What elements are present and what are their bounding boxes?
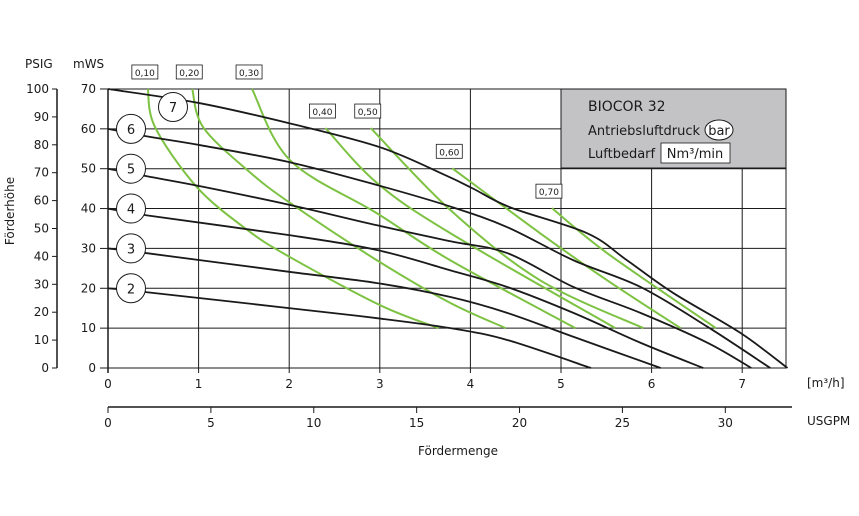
y-unit-label: mWS	[73, 57, 104, 71]
legend-air-unit: Nm³/min	[667, 147, 724, 162]
pressure-label: 2	[127, 282, 135, 297]
air-consumption-curve-0-30	[251, 88, 576, 330]
y-tick-label: 30	[81, 241, 96, 255]
legend-title: BIOCOR 32	[588, 99, 666, 115]
y2-tick-label: 0	[41, 361, 49, 375]
x2-tick-label: 25	[615, 416, 630, 430]
pressure-curve-7-bar	[107, 88, 789, 369]
y2-tick-label: 70	[34, 166, 49, 180]
pressure-label: 4	[127, 203, 135, 218]
x-tick-label: 5	[557, 377, 565, 391]
x-axis-title: Fördermenge	[418, 444, 498, 458]
air-consumption-curve-0-20	[191, 88, 507, 330]
air-label: 0,60	[439, 148, 459, 158]
y-tick-label: 70	[81, 82, 96, 96]
x2-tick-label: 0	[104, 416, 112, 430]
y2-tick-label: 10	[34, 333, 49, 347]
x-tick-label: 6	[648, 377, 656, 391]
x2-unit-label: USGPM	[807, 414, 850, 428]
curves	[107, 88, 789, 369]
y2-tick-label: 50	[34, 222, 49, 236]
air-label-box	[435, 143, 463, 159]
y2-unit-label: PSIG	[25, 57, 53, 71]
x-tick-label: 3	[376, 377, 384, 391]
x-tick-label: 2	[285, 377, 293, 391]
air-label-box	[535, 183, 563, 199]
legend-pressure-oval	[704, 119, 734, 141]
x-tick-label: 7	[738, 377, 746, 391]
y2-tick-label: 90	[34, 110, 49, 124]
x-tick-label: 0	[104, 377, 112, 391]
pressure-label-circle	[116, 233, 146, 264]
legend-air-label: Luftbedarf	[588, 147, 656, 162]
pressure-curve-6-bar	[107, 127, 771, 369]
y-tick-label: 50	[81, 162, 96, 176]
x2-tick-label: 10	[306, 416, 321, 430]
y2-tick-label: 60	[34, 194, 49, 208]
air-label: 0,70	[539, 188, 559, 198]
pressure-label: 7	[169, 101, 177, 116]
pressure-label-circle	[158, 92, 188, 122]
y2-tick-label: 20	[34, 305, 49, 319]
legend-air-box	[660, 142, 731, 164]
y2-tick-label: 30	[34, 277, 49, 291]
pressure-curve-2-bar	[107, 287, 592, 369]
x-unit-label: [m³/h]	[807, 376, 845, 390]
y-tick-label: 40	[81, 202, 96, 216]
pressure-label: 3	[127, 242, 135, 257]
air-label-box	[309, 103, 336, 119]
pressure-label-circle	[116, 153, 146, 184]
pressure-label: 6	[127, 123, 135, 138]
y2-tick-label: 40	[34, 249, 49, 263]
y-tick-label: 20	[81, 281, 96, 295]
air-label-box	[175, 64, 203, 80]
air-label-box	[354, 103, 382, 119]
pressure-curve-3-bar	[107, 247, 661, 369]
pressure-label: 5	[127, 163, 135, 178]
air-consumption-curve-0-50	[370, 127, 644, 330]
pressure-curve-4-bar	[107, 207, 704, 369]
x2-tick-label: 20	[512, 416, 527, 430]
air-label: 0,40	[312, 108, 332, 118]
air-label: 0,20	[179, 69, 199, 79]
x-tick-label: 1	[195, 377, 203, 391]
air-label-box	[131, 64, 159, 80]
air-label-box	[235, 64, 263, 80]
y-tick-label: 0	[88, 361, 96, 375]
air-label: 0,10	[135, 69, 155, 79]
legend-pressure-label: Antriebsluftdruck	[588, 124, 700, 139]
pressure-label-circle	[116, 113, 146, 144]
pressure-label-circle	[116, 193, 146, 224]
y-tick-label: 10	[81, 321, 96, 335]
x-tick-label: 4	[467, 377, 475, 391]
air-consumption-curve-0-70	[551, 207, 717, 329]
air-label: 0,50	[358, 108, 378, 118]
x2-tick-label: 30	[718, 416, 733, 430]
air-label: 0,30	[239, 69, 259, 79]
air-consumption-curve-0-60	[451, 167, 682, 329]
x2-tick-label: 15	[409, 416, 424, 430]
curve-labels: 0,10 0,20 0,30 0,40 0,50 0,60 0,70 2 3 4 5 6 7	[116, 64, 563, 304]
y2-tick-label: 100	[26, 82, 49, 96]
air-consumption-curve-0-40	[324, 127, 616, 330]
pressure-curve-5-bar	[107, 167, 752, 369]
x2-tick-label: 5	[207, 416, 215, 430]
legend-pressure-unit: bar	[708, 124, 730, 139]
pressure-label-circle	[116, 273, 146, 304]
y-tick-label: 60	[81, 122, 96, 136]
y-axis-title: Förderhöhe	[3, 177, 17, 245]
y2-tick-label: 80	[34, 138, 49, 152]
